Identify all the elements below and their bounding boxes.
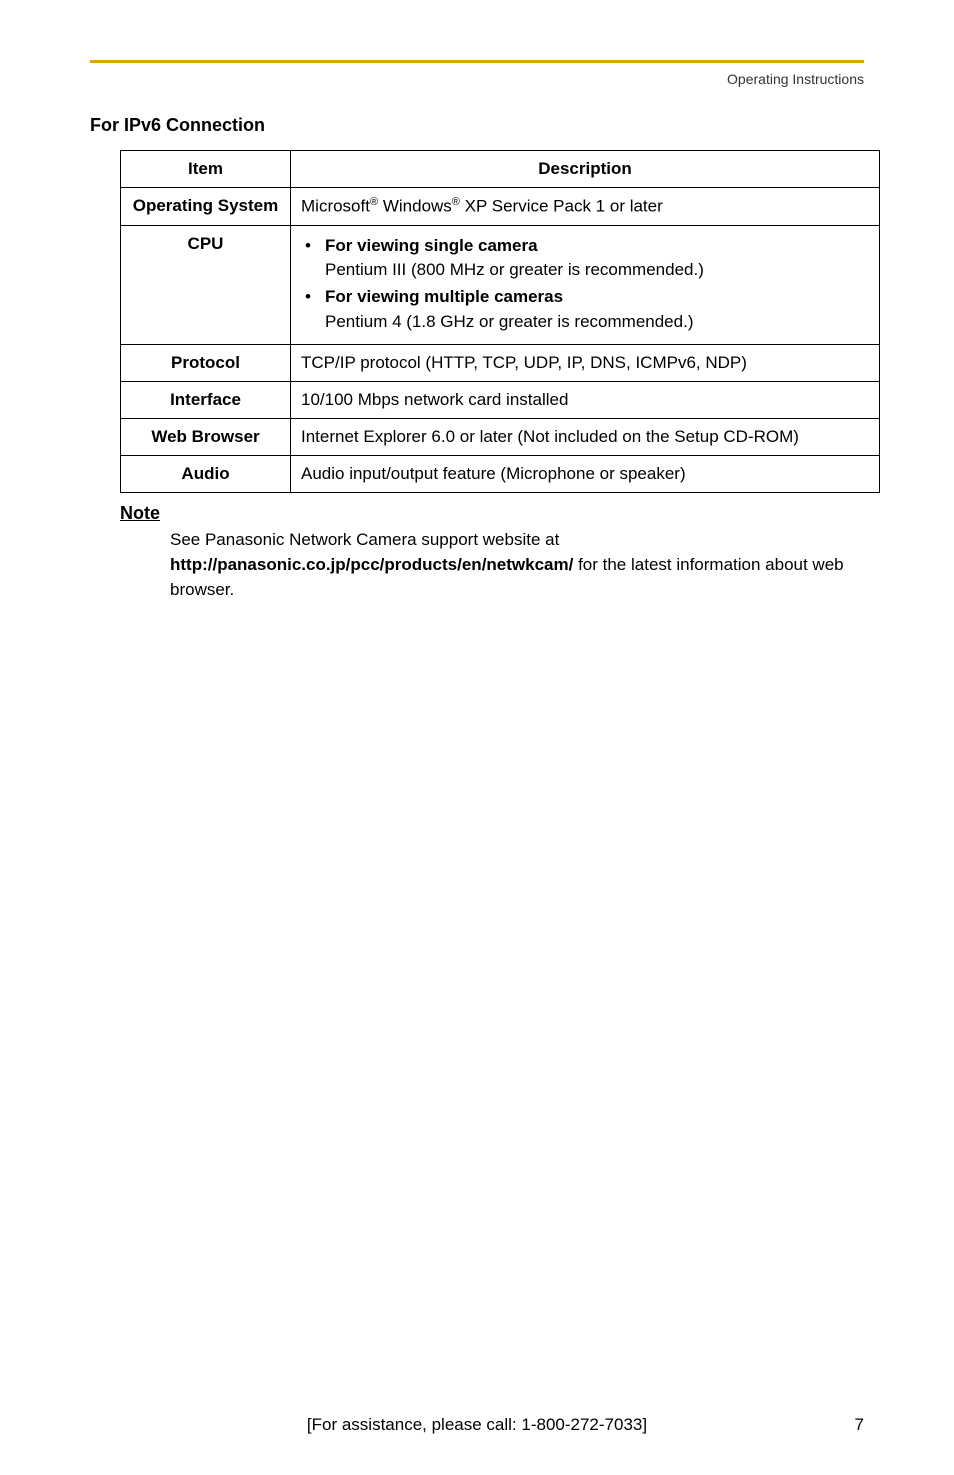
row-label-protocol: Protocol (121, 345, 291, 382)
row-label-browser: Web Browser (121, 419, 291, 456)
table-row: Protocol TCP/IP protocol (HTTP, TCP, UDP… (121, 345, 880, 382)
spec-table: Item Description Operating System Micros… (120, 150, 880, 493)
cpu-list: For viewing single camera Pentium III (8… (301, 234, 869, 335)
row-label-interface: Interface (121, 382, 291, 419)
table-row: Audio Audio input/output feature (Microp… (121, 456, 880, 493)
footer-assist: [For assistance, please call: 1-800-272-… (0, 1415, 954, 1435)
header-rule (90, 60, 864, 63)
list-item: For viewing single camera Pentium III (8… (301, 234, 869, 283)
cpu-b1-body: Pentium III (800 MHz or greater is recom… (325, 260, 704, 279)
section-title: For IPv6 Connection (90, 115, 864, 136)
th-desc: Description (291, 151, 880, 188)
table-row: Interface 10/100 Mbps network card insta… (121, 382, 880, 419)
row-desc-interface: 10/100 Mbps network card installed (291, 382, 880, 419)
cpu-b1-title: For viewing single camera (325, 236, 538, 255)
row-desc-cpu: For viewing single camera Pentium III (8… (291, 225, 880, 345)
page-number: 7 (855, 1415, 864, 1435)
cpu-b2-body: Pentium 4 (1.8 GHz or greater is recomme… (325, 312, 693, 331)
row-desc-os: Microsoft® Windows® XP Service Pack 1 or… (291, 188, 880, 226)
row-desc-protocol: TCP/IP protocol (HTTP, TCP, UDP, IP, DNS… (291, 345, 880, 382)
row-desc-audio: Audio input/output feature (Microphone o… (291, 456, 880, 493)
row-label-audio: Audio (121, 456, 291, 493)
header-label: Operating Instructions (90, 71, 864, 87)
row-label-os: Operating System (121, 188, 291, 226)
table-row: CPU For viewing single camera Pentium II… (121, 225, 880, 345)
list-item: For viewing multiple cameras Pentium 4 (… (301, 285, 869, 334)
note-body: See Panasonic Network Camera support web… (170, 528, 850, 602)
cpu-b2-title: For viewing multiple cameras (325, 287, 563, 306)
table-head-row: Item Description (121, 151, 880, 188)
page: Operating Instructions For IPv6 Connecti… (0, 0, 954, 1475)
note-line1: See Panasonic Network Camera support web… (170, 530, 559, 549)
row-label-cpu: CPU (121, 225, 291, 345)
note-url: http://panasonic.co.jp/pcc/products/en/n… (170, 555, 573, 574)
th-item: Item (121, 151, 291, 188)
table-row: Operating System Microsoft® Windows® XP … (121, 188, 880, 226)
table-row: Web Browser Internet Explorer 6.0 or lat… (121, 419, 880, 456)
note-heading: Note (120, 503, 864, 524)
row-desc-browser: Internet Explorer 6.0 or later (Not incl… (291, 419, 880, 456)
